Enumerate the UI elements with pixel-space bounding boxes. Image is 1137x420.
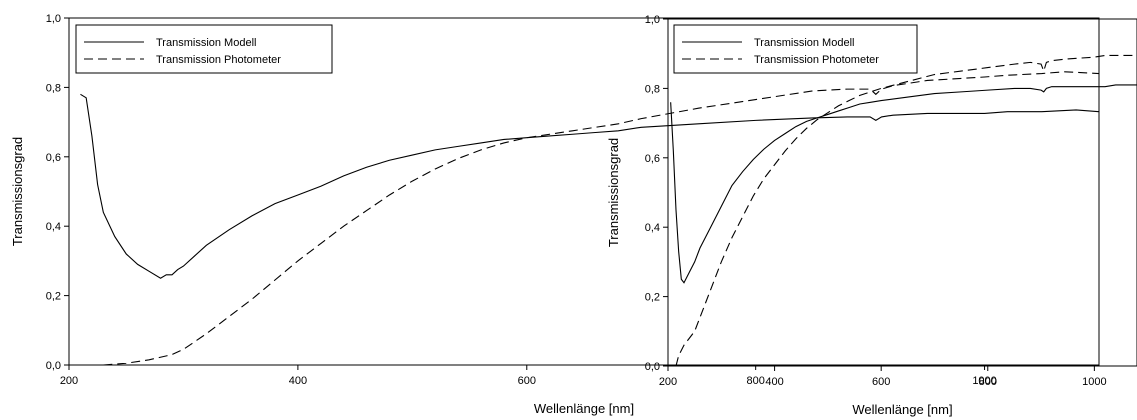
legend-box (673, 24, 918, 74)
plot-frame (68, 17, 1100, 366)
x-tick-label: 800 (979, 376, 997, 388)
x-axis-title: Wellenlänge [nm] (534, 401, 634, 416)
x-tick-label: 1000 (1082, 376, 1106, 388)
x-tick-label: 600 (518, 375, 536, 387)
legend-label: Transmission Photometer (156, 54, 281, 66)
x-tick-label: 200 (659, 376, 677, 388)
y-tick-label: 0,0 (645, 361, 660, 373)
series-line-photometer (103, 71, 1099, 365)
chart-left: 200 400 600 800 10000,00,20,40,60,81,0Wellen… (10, 13, 1100, 416)
y-tick-label: 0,4 (645, 222, 660, 234)
y-tick-label: 1,0 (645, 14, 660, 26)
y-axis-title: Transmissionsgrad (606, 138, 621, 247)
y-tick-label: 0,2 (645, 292, 660, 304)
legend-label: Transmission Modell (754, 37, 854, 49)
y-tick-label: 0,6 (46, 152, 61, 164)
legend-label: Transmission Modell (156, 37, 256, 49)
x-tick-label: 1000 (972, 375, 996, 387)
y-axis-title: Transmissionsgrad (10, 137, 25, 246)
legend-box (75, 24, 333, 74)
y-tick-label: 0,0 (46, 360, 61, 372)
series-line-photometer (675, 54, 1137, 366)
x-axis-title: Wellenlänge [nm] (852, 402, 952, 417)
x-tick-label: 600 (872, 376, 890, 388)
y-tick-label: 0,4 (46, 221, 61, 233)
plot-frame (667, 18, 1137, 367)
x-tick-label: 400 (765, 376, 783, 388)
y-tick-label: 0,8 (46, 82, 61, 94)
x-tick-label: 200 (60, 375, 78, 387)
x-tick-label: 800 (746, 375, 764, 387)
chart-right: 200 400 600 800 10000,00,20,40,60,81,0Wellen… (606, 14, 1137, 417)
x-tick-label: 400 (289, 375, 307, 387)
legend-label: Transmission Photometer (754, 54, 879, 66)
y-tick-label: 0,6 (645, 153, 660, 165)
y-tick-label: 0,2 (46, 291, 61, 303)
y-tick-label: 0,8 (645, 83, 660, 95)
y-tick-label: 1,0 (46, 13, 61, 25)
series-line-modell (80, 93, 1099, 279)
